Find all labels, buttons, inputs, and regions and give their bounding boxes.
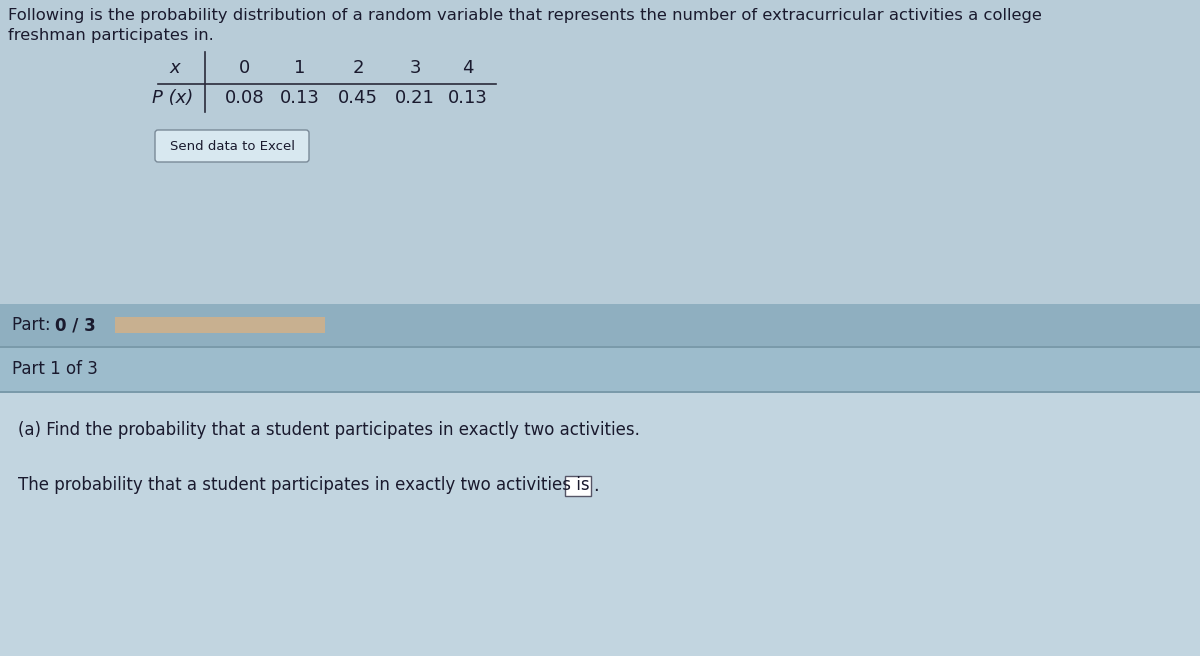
Text: Following is the probability distribution of a random variable that represents t: Following is the probability distributio… [8,8,1042,23]
FancyBboxPatch shape [155,130,310,162]
Bar [0,346,1200,348]
Text: Part:: Part: [12,316,56,334]
Text: 3: 3 [409,59,421,77]
Text: The probability that a student participates in exactly two activities is: The probability that a student participa… [18,476,589,494]
Bar [565,476,592,496]
Bar [0,391,1200,393]
Bar [0,304,1200,346]
Text: 1: 1 [294,59,306,77]
Text: 0 / 3: 0 / 3 [55,316,96,334]
Text: 4: 4 [462,59,474,77]
Text: freshman participates in.: freshman participates in. [8,28,214,43]
Text: (a) Find the probability that a student participates in exactly two activities.: (a) Find the probability that a student … [18,421,640,439]
Text: P (x): P (x) [152,89,193,107]
Text: Part 1 of 3: Part 1 of 3 [12,361,98,379]
Bar [0,0,1200,304]
Text: x: x [169,59,180,77]
Text: 0.13: 0.13 [280,89,320,107]
Bar [0,393,1200,656]
Bar [0,348,1200,391]
Text: .: . [593,477,599,495]
Text: 2: 2 [353,59,364,77]
Text: 0.45: 0.45 [338,89,378,107]
Text: 0: 0 [239,59,251,77]
Text: 0.21: 0.21 [395,89,434,107]
Text: Send data to Excel: Send data to Excel [169,140,294,152]
Text: 0.13: 0.13 [448,89,488,107]
Bar [115,317,325,333]
Text: 0.08: 0.08 [226,89,265,107]
